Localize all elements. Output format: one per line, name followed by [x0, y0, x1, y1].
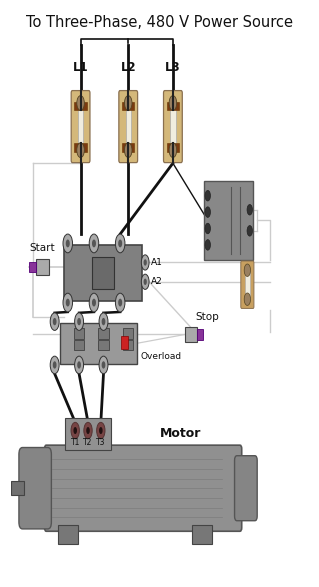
Circle shape	[115, 294, 125, 312]
Text: L2: L2	[120, 61, 136, 74]
Circle shape	[205, 190, 211, 201]
FancyBboxPatch shape	[71, 90, 90, 163]
Text: Start: Start	[30, 243, 55, 253]
Bar	[65, 417, 111, 450]
Circle shape	[141, 274, 149, 289]
Circle shape	[124, 143, 132, 157]
Bar	[185, 327, 197, 342]
Circle shape	[66, 299, 70, 306]
Circle shape	[77, 143, 84, 157]
Bar	[29, 262, 36, 272]
Circle shape	[115, 234, 125, 253]
Circle shape	[77, 318, 81, 325]
Bar	[192, 525, 211, 544]
Bar	[11, 481, 24, 495]
Circle shape	[73, 427, 77, 434]
Bar	[245, 271, 250, 299]
Bar	[121, 336, 128, 349]
Text: L1: L1	[73, 61, 88, 74]
Circle shape	[205, 239, 211, 250]
Circle shape	[205, 207, 211, 217]
Circle shape	[141, 255, 149, 270]
Bar	[167, 102, 179, 110]
Bar	[74, 102, 87, 110]
Text: T2: T2	[83, 438, 93, 447]
Bar	[36, 259, 49, 275]
Circle shape	[99, 427, 103, 434]
Circle shape	[118, 239, 122, 247]
Bar	[126, 109, 131, 144]
Circle shape	[97, 422, 105, 438]
Text: T1: T1	[70, 438, 80, 447]
Bar	[58, 525, 78, 544]
Circle shape	[118, 299, 122, 306]
Text: Motor: Motor	[160, 427, 201, 440]
Circle shape	[99, 313, 108, 330]
Circle shape	[102, 318, 105, 325]
Circle shape	[247, 204, 252, 215]
Bar	[122, 102, 134, 110]
Bar	[92, 257, 114, 289]
Bar	[123, 328, 133, 339]
Circle shape	[50, 313, 59, 330]
Circle shape	[169, 96, 177, 110]
Bar	[197, 329, 203, 340]
FancyBboxPatch shape	[164, 90, 182, 163]
Circle shape	[75, 356, 84, 374]
Bar	[74, 143, 87, 151]
Circle shape	[92, 299, 96, 306]
Circle shape	[71, 422, 79, 438]
Circle shape	[89, 234, 99, 253]
Circle shape	[53, 318, 56, 325]
Bar	[74, 340, 84, 350]
Circle shape	[102, 361, 105, 369]
Circle shape	[75, 313, 84, 330]
FancyBboxPatch shape	[19, 447, 51, 529]
Circle shape	[77, 361, 81, 369]
Bar	[170, 109, 175, 144]
Circle shape	[53, 361, 56, 369]
Circle shape	[89, 294, 99, 312]
FancyBboxPatch shape	[119, 90, 137, 163]
Circle shape	[66, 239, 70, 247]
Circle shape	[144, 279, 147, 285]
Circle shape	[169, 143, 177, 157]
Bar	[60, 323, 137, 364]
Text: T3: T3	[96, 438, 106, 447]
Text: A1: A1	[151, 258, 162, 267]
Circle shape	[63, 234, 72, 253]
Circle shape	[244, 264, 250, 276]
Bar	[204, 181, 253, 260]
Bar	[74, 328, 84, 339]
FancyBboxPatch shape	[45, 445, 242, 531]
Text: A2: A2	[151, 277, 162, 286]
Circle shape	[50, 356, 59, 374]
Circle shape	[84, 422, 92, 438]
Bar	[122, 143, 134, 151]
Text: Overload: Overload	[140, 352, 181, 361]
Circle shape	[63, 294, 72, 312]
Circle shape	[244, 293, 250, 305]
Bar	[78, 109, 83, 144]
Bar	[123, 340, 133, 350]
Text: Stop: Stop	[195, 312, 219, 322]
FancyBboxPatch shape	[241, 261, 254, 308]
Circle shape	[92, 239, 96, 247]
Circle shape	[124, 96, 132, 110]
Circle shape	[86, 427, 90, 434]
Bar	[64, 245, 142, 301]
Bar	[99, 328, 108, 339]
Bar	[99, 340, 108, 350]
Circle shape	[205, 223, 211, 234]
Text: To Three-Phase, 480 V Power Source: To Three-Phase, 480 V Power Source	[26, 15, 293, 31]
Text: L3: L3	[165, 61, 181, 74]
Circle shape	[99, 356, 108, 374]
Bar	[167, 143, 179, 151]
Circle shape	[247, 225, 252, 236]
Circle shape	[144, 259, 147, 266]
FancyBboxPatch shape	[234, 456, 257, 521]
Circle shape	[77, 96, 84, 110]
